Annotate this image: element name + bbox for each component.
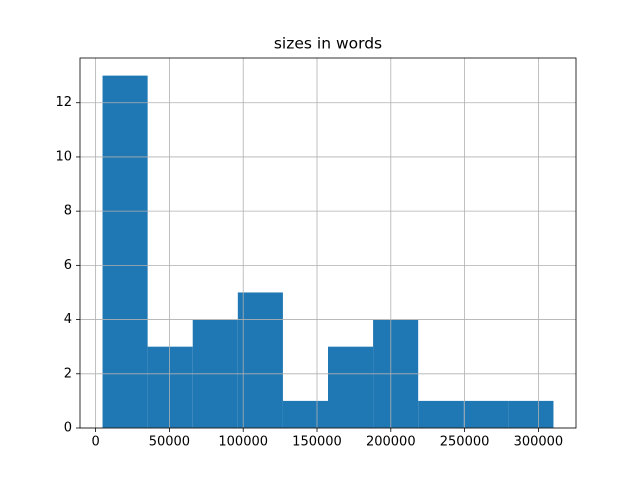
bar — [237, 292, 283, 428]
plot-frame — [79, 57, 577, 429]
y-tick-label: 6 — [64, 258, 72, 273]
x-tick-label: 50000 — [149, 435, 190, 450]
bar — [282, 400, 328, 428]
x-tick-label: 250000 — [440, 435, 490, 450]
y-tick-label: 4 — [64, 312, 72, 327]
x-tick-label: 0 — [91, 435, 99, 450]
bar — [102, 75, 148, 428]
bar — [328, 346, 374, 428]
chart-title: sizes in words — [274, 35, 382, 53]
y-tick-label: 0 — [64, 421, 72, 436]
bar — [508, 400, 554, 428]
x-tick-label: 100000 — [218, 435, 268, 450]
y-tick-label: 8 — [64, 204, 72, 219]
bar — [418, 400, 464, 428]
y-tick-label: 12 — [55, 95, 72, 110]
x-tick-label: 300000 — [514, 435, 564, 450]
x-tick-label: 150000 — [292, 435, 342, 450]
bar — [463, 400, 509, 428]
bar — [147, 346, 193, 428]
y-tick-label: 10 — [55, 149, 72, 164]
y-tick-label: 2 — [64, 366, 72, 381]
x-tick-label: 200000 — [366, 435, 416, 450]
